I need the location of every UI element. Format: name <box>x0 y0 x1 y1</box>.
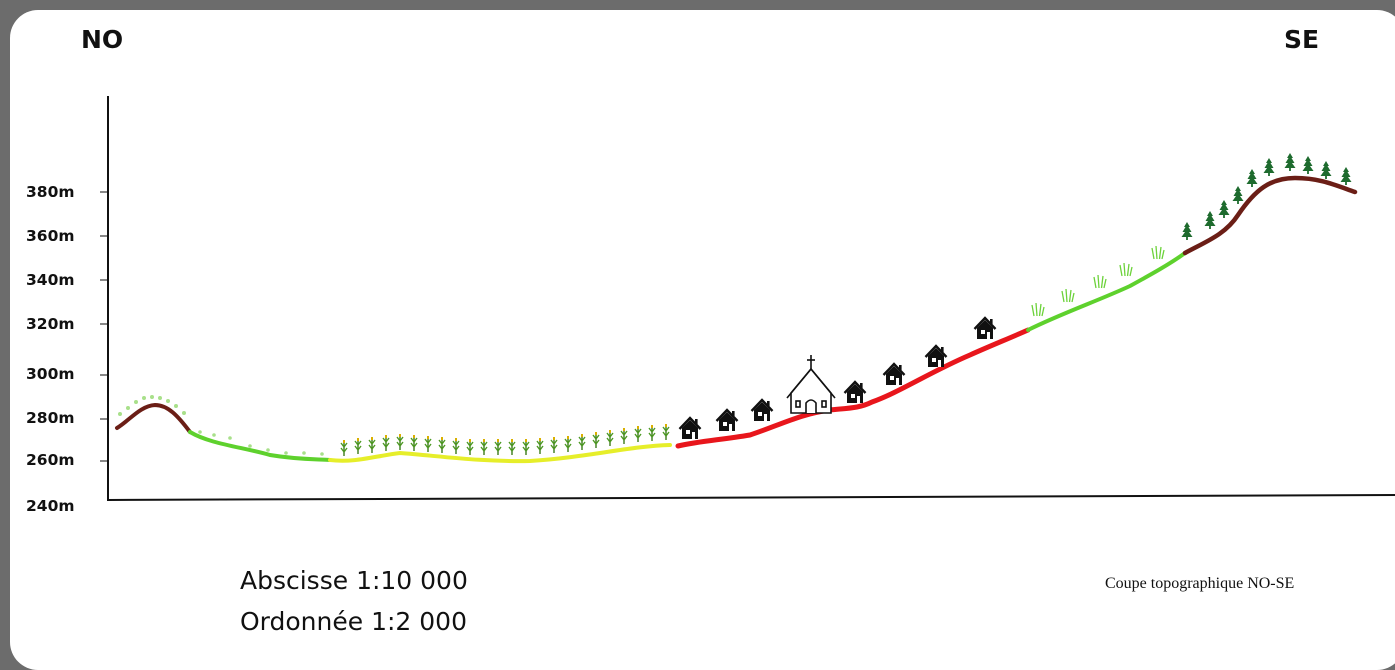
meadow-segment-left <box>188 430 332 462</box>
house-icon <box>750 398 774 423</box>
y-tick-label: 260m <box>26 451 75 469</box>
meadow-dots <box>118 395 324 456</box>
y-tick-label: 280m <box>26 409 75 427</box>
figure-panel: NO SE 380m 360m 340m 320m 300m 280m 260m… <box>10 10 1395 670</box>
abscissa-scale: Abscisse 1:10 000 <box>240 566 468 595</box>
y-tick-label: 320m <box>26 315 75 333</box>
house-icon <box>924 344 948 369</box>
urban-segment <box>675 327 1031 449</box>
house-icon-group <box>678 316 997 441</box>
y-tick-label: 240m <box>26 497 75 515</box>
topographic-profile <box>100 96 1395 501</box>
figure-caption: Coupe topographique NO-SE <box>1105 575 1295 592</box>
house-icon <box>678 416 702 441</box>
cropland-segment <box>328 443 672 464</box>
house-icon <box>973 316 997 341</box>
ordinate-scale: Ordonnée 1:2 000 <box>240 607 467 636</box>
church-icon <box>786 355 836 414</box>
y-tick-label: 340m <box>26 271 75 289</box>
direction-label-left: NO <box>81 25 124 54</box>
axes <box>100 96 1395 501</box>
meadow-segment-right <box>1026 251 1187 332</box>
conifer-icon-row <box>1181 153 1352 240</box>
house-icon <box>882 362 906 387</box>
y-tick-label: 360m <box>26 227 75 245</box>
y-tick-label: 300m <box>26 365 75 383</box>
direction-label-right: SE <box>1284 25 1320 54</box>
house-icon <box>715 408 739 433</box>
y-tick-label: 380m <box>26 183 75 201</box>
grass-icon-row <box>1031 245 1165 317</box>
forest-segment-left <box>115 402 192 434</box>
house-icon <box>843 380 867 405</box>
forest-segment-right <box>1182 175 1358 256</box>
